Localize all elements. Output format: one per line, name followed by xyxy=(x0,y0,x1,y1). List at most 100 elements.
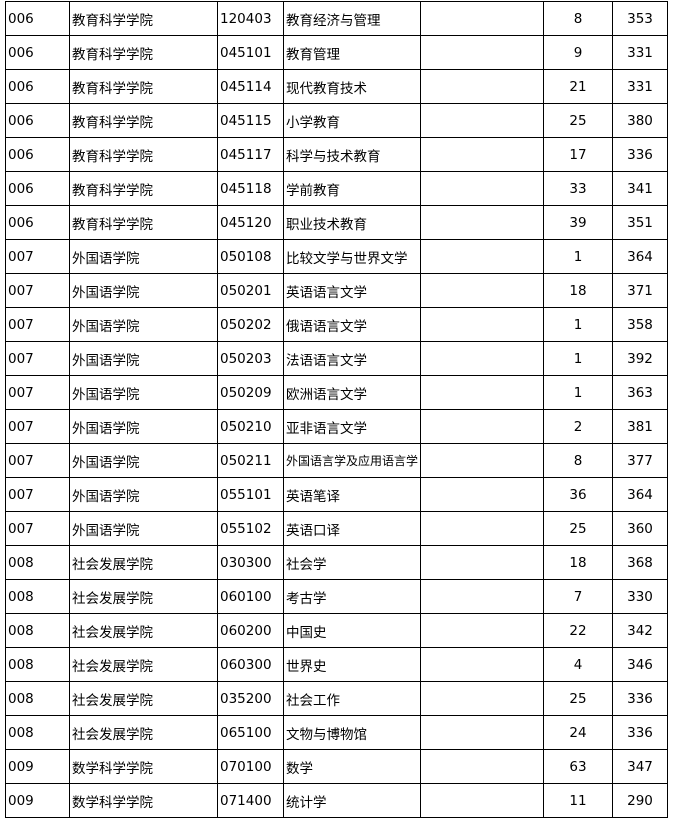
cell-score: 381 xyxy=(612,409,669,444)
cell-score: 371 xyxy=(612,273,669,308)
cell-count: 1 xyxy=(543,375,614,410)
cell-score: 364 xyxy=(612,239,669,274)
table-row: 006 教育科学学院 045114 现代教育技术 21 331 xyxy=(5,69,669,104)
cell-score: 331 xyxy=(612,69,669,104)
cell-notes xyxy=(420,715,545,750)
cell-count: 63 xyxy=(543,749,614,784)
table-row: 007 外国语学院 050203 法语语言文学 1 392 xyxy=(5,341,669,376)
cell-college-code: 009 xyxy=(5,749,70,784)
table-row: 009 数学科学学院 071400 统计学 11 290 xyxy=(5,783,669,818)
cell-college-code: 006 xyxy=(5,171,70,206)
cell-notes xyxy=(420,579,545,614)
table-body: 006 教育科学学院 120403 教育经济与管理 8 353 006 教育科学学院 04510… xyxy=(5,1,669,818)
cell-college-name: 教育科学学院 xyxy=(69,171,218,206)
cell-score: 331 xyxy=(612,35,669,70)
cell-notes xyxy=(420,341,545,376)
cell-major-code: 045115 xyxy=(217,103,284,138)
cell-count: 1 xyxy=(543,239,614,274)
cell-major-code: 050203 xyxy=(217,341,284,376)
cell-college-code: 006 xyxy=(5,35,70,70)
cell-college-name: 外国语学院 xyxy=(69,375,218,410)
cell-count: 18 xyxy=(543,545,614,580)
cell-notes xyxy=(420,1,545,36)
cell-score: 336 xyxy=(612,715,669,750)
cell-notes xyxy=(420,647,545,682)
cell-college-name: 教育科学学院 xyxy=(69,1,218,36)
cell-college-code: 007 xyxy=(5,341,70,376)
cell-major-code: 050209 xyxy=(217,375,284,410)
table-row: 008 社会发展学院 060200 中国史 22 342 xyxy=(5,613,669,648)
cell-college-name: 社会发展学院 xyxy=(69,579,218,614)
cell-major-name: 英语笔译 xyxy=(282,477,422,512)
cell-major-code: 035200 xyxy=(217,681,284,716)
cell-college-code: 008 xyxy=(5,579,70,614)
cell-count: 17 xyxy=(543,137,614,172)
cell-college-name: 外国语学院 xyxy=(69,409,218,444)
cell-college-name: 外国语学院 xyxy=(69,341,218,376)
cell-college-code: 007 xyxy=(5,375,70,410)
cell-major-name: 数学 xyxy=(282,749,422,784)
table-row: 009 数学科学学院 070100 数学 63 347 xyxy=(5,749,669,784)
cell-major-name: 社会工作 xyxy=(282,681,422,716)
cell-score: 377 xyxy=(612,443,669,478)
cell-college-code: 006 xyxy=(5,137,70,172)
cell-major-name: 学前教育 xyxy=(282,171,422,206)
cell-college-name: 数学科学学院 xyxy=(69,783,218,818)
cell-count: 25 xyxy=(543,103,614,138)
cell-major-code: 050202 xyxy=(217,307,284,342)
table-row: 007 外国语学院 050209 欧洲语言文学 1 363 xyxy=(5,375,669,410)
cell-major-code: 030300 xyxy=(217,545,284,580)
cell-count: 8 xyxy=(543,1,614,36)
cell-notes xyxy=(420,545,545,580)
admission-table: 006 教育科学学院 120403 教育经济与管理 8 353 006 教育科学学院 04510… xyxy=(5,1,669,818)
cell-major-code: 050201 xyxy=(217,273,284,308)
cell-score: 347 xyxy=(612,749,669,784)
cell-major-code: 120403 xyxy=(217,1,284,36)
cell-major-name: 中国史 xyxy=(282,613,422,648)
cell-major-name: 世界史 xyxy=(282,647,422,682)
cell-major-name: 亚非语言文学 xyxy=(282,409,422,444)
cell-notes xyxy=(420,613,545,648)
cell-notes xyxy=(420,749,545,784)
cell-college-code: 006 xyxy=(5,103,70,138)
cell-college-code: 008 xyxy=(5,681,70,716)
cell-count: 25 xyxy=(543,681,614,716)
table-row: 008 社会发展学院 060300 世界史 4 346 xyxy=(5,647,669,682)
cell-college-code: 008 xyxy=(5,647,70,682)
cell-score: 368 xyxy=(612,545,669,580)
table-row: 006 教育科学学院 045115 小学教育 25 380 xyxy=(5,103,669,138)
cell-major-code: 070100 xyxy=(217,749,284,784)
table-row: 006 教育科学学院 045117 科学与技术教育 17 336 xyxy=(5,137,669,172)
cell-college-code: 008 xyxy=(5,715,70,750)
cell-major-code: 045114 xyxy=(217,69,284,104)
cell-major-name: 比较文学与世界文学 xyxy=(282,239,422,274)
cell-college-name: 外国语学院 xyxy=(69,239,218,274)
cell-notes xyxy=(420,69,545,104)
table-row: 007 外国语学院 050210 亚非语言文学 2 381 xyxy=(5,409,669,444)
cell-college-code: 007 xyxy=(5,477,70,512)
table-row: 008 社会发展学院 030300 社会学 18 368 xyxy=(5,545,669,580)
cell-count: 4 xyxy=(543,647,614,682)
cell-major-name: 小学教育 xyxy=(282,103,422,138)
cell-major-code: 060200 xyxy=(217,613,284,648)
cell-college-name: 教育科学学院 xyxy=(69,69,218,104)
cell-major-code: 050211 xyxy=(217,443,284,478)
cell-college-code: 006 xyxy=(5,205,70,240)
cell-score: 363 xyxy=(612,375,669,410)
cell-college-name: 外国语学院 xyxy=(69,511,218,546)
cell-score: 341 xyxy=(612,171,669,206)
table-row: 008 社会发展学院 035200 社会工作 25 336 xyxy=(5,681,669,716)
cell-college-name: 教育科学学院 xyxy=(69,35,218,70)
cell-notes xyxy=(420,307,545,342)
table-row: 006 教育科学学院 045101 教育管理 9 331 xyxy=(5,35,669,70)
cell-score: 392 xyxy=(612,341,669,376)
table-row: 008 社会发展学院 065100 文物与博物馆 24 336 xyxy=(5,715,669,750)
cell-major-name: 统计学 xyxy=(282,783,422,818)
cell-score: 346 xyxy=(612,647,669,682)
cell-score: 364 xyxy=(612,477,669,512)
table-row: 006 教育科学学院 120403 教育经济与管理 8 353 xyxy=(5,1,669,36)
cell-count: 2 xyxy=(543,409,614,444)
table-row: 006 教育科学学院 045118 学前教育 33 341 xyxy=(5,171,669,206)
cell-score: 336 xyxy=(612,681,669,716)
cell-college-name: 教育科学学院 xyxy=(69,103,218,138)
